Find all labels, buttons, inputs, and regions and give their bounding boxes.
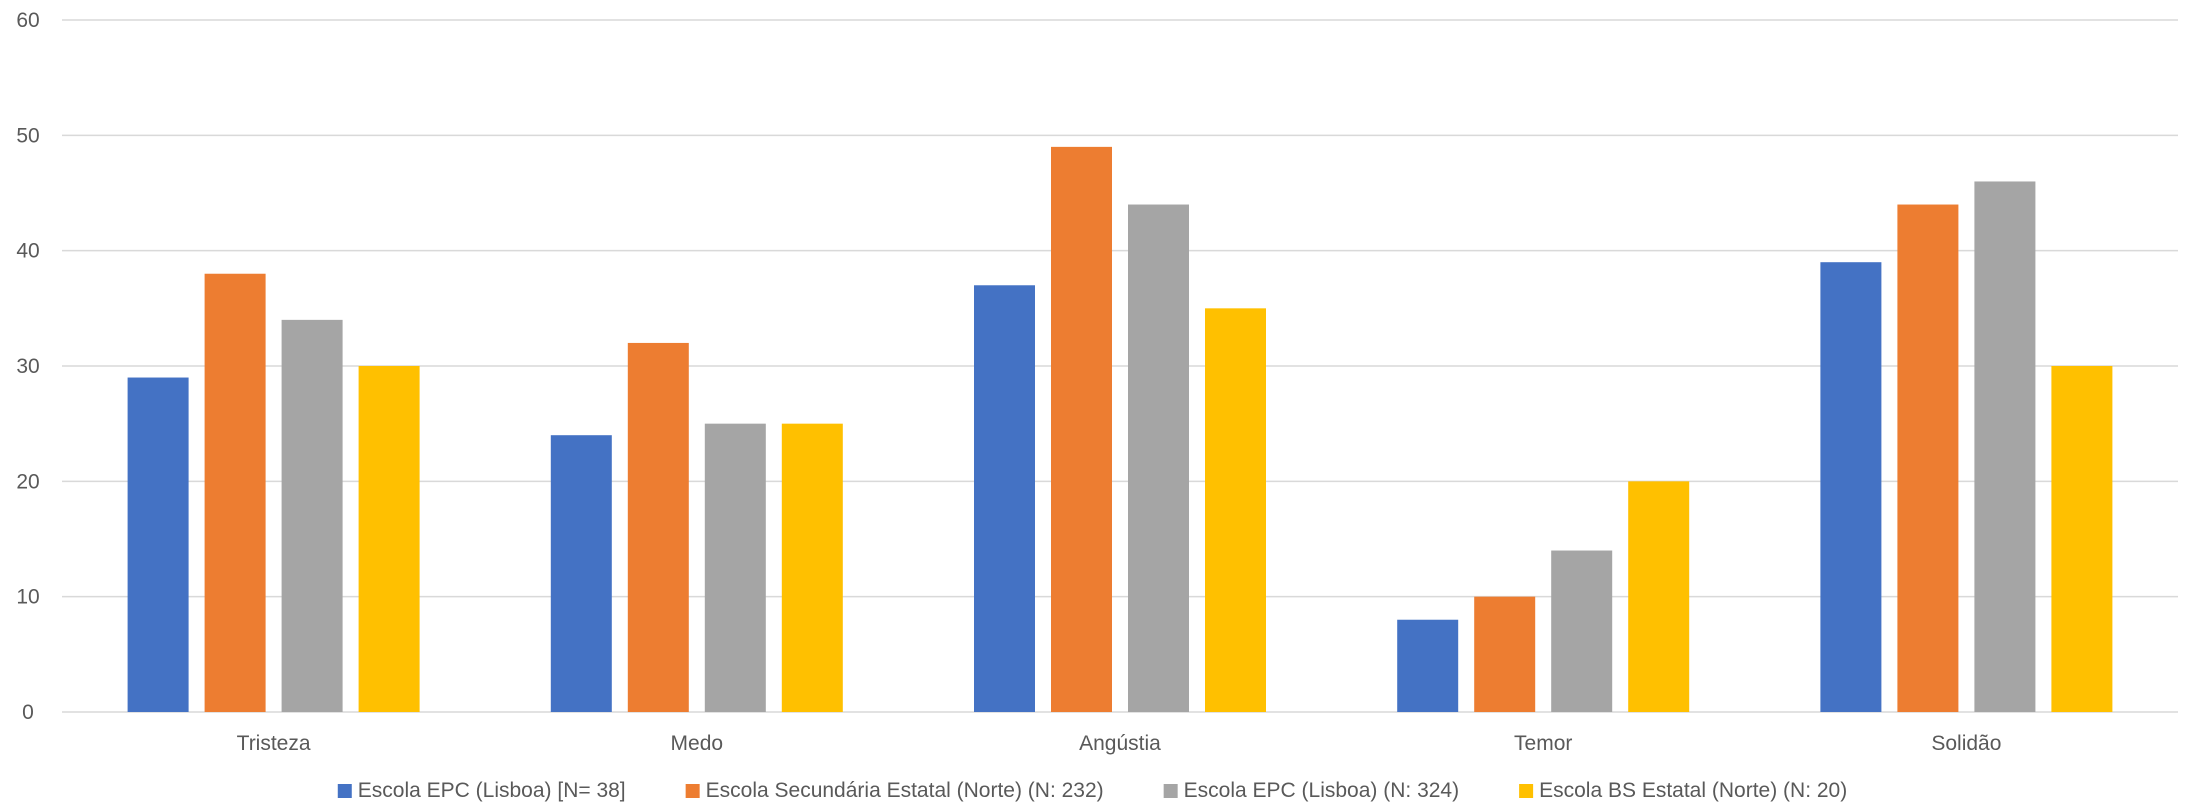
legend-item: Escola BS Estatal (Norte) (N: 20) — [1519, 779, 1847, 802]
bar — [281, 319, 343, 712]
bar — [204, 273, 266, 712]
legend-item: Escola EPC (Lisboa) [N= 38] — [337, 779, 626, 802]
legend-swatch — [337, 784, 352, 798]
legend-item: Escola EPC (Lisboa) (N: 324) — [1163, 779, 1459, 802]
legend-swatch — [1519, 784, 1534, 798]
y-tick-label: 40 — [16, 240, 39, 263]
legend-swatch — [1163, 784, 1178, 798]
y-tick-label: 0 — [22, 701, 34, 724]
bar — [1051, 146, 1112, 712]
x-category-label: Angústia — [1079, 732, 1161, 755]
bar — [1205, 308, 1266, 712]
y-tick-label: 60 — [16, 9, 39, 32]
bar — [781, 423, 843, 712]
bar — [974, 285, 1035, 712]
legend-label: Escola EPC (Lisboa) (N: 324) — [1184, 779, 1459, 802]
y-tick-label: 30 — [16, 355, 39, 378]
bars — [127, 146, 2113, 713]
x-axis-categories: Tristeza Medo Angústia Temor Solidão — [237, 732, 2002, 755]
bar — [1628, 481, 1690, 712]
bar — [127, 377, 189, 712]
legend-swatch — [685, 784, 700, 798]
x-category-label: Temor — [1514, 732, 1572, 755]
bar — [1551, 550, 1613, 712]
bar — [1897, 204, 1959, 713]
bar — [1397, 619, 1459, 712]
y-tick-label: 10 — [16, 586, 39, 609]
y-axis-ticks: 0 10 20 30 40 50 60 — [16, 9, 39, 724]
legend-label: Escola Secundária Estatal (Norte) (N: 23… — [706, 779, 1104, 802]
bar — [627, 342, 689, 712]
y-tick-label: 50 — [16, 124, 39, 147]
bar — [1128, 204, 1189, 713]
bar — [550, 435, 612, 712]
x-category-label: Tristeza — [237, 732, 311, 755]
legend-item: Escola Secundária Estatal (Norte) (N: 23… — [685, 779, 1104, 802]
legend-label: Escola EPC (Lisboa) [N= 38] — [358, 779, 626, 802]
x-category-label: Solidão — [1931, 732, 2001, 755]
bar — [704, 423, 766, 712]
legend: Escola EPC (Lisboa) [N= 38] Escola Secund… — [337, 779, 1847, 802]
bar — [2051, 366, 2113, 712]
bar — [1820, 262, 1882, 712]
bar — [358, 366, 420, 712]
bar — [1974, 181, 2036, 712]
y-tick-label: 20 — [16, 470, 39, 493]
legend-label: Escola BS Estatal (Norte) (N: 20) — [1539, 779, 1847, 802]
x-category-label: Medo — [671, 732, 724, 755]
bar — [1474, 596, 1536, 712]
